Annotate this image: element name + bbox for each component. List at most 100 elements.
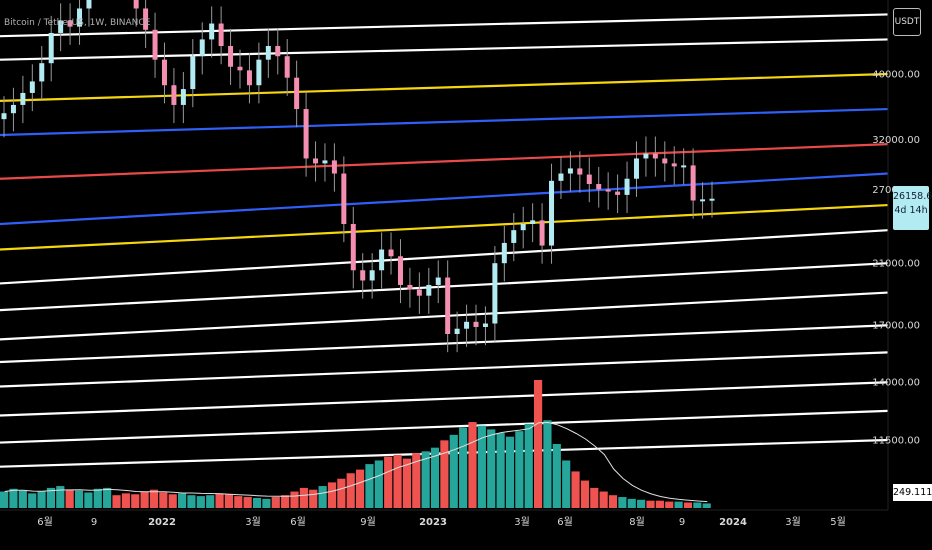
candle-body [416, 289, 422, 296]
time-axis[interactable]: 6월 9 2022 3월 6월 9월 2023 3월 6월 8월 9 2024 3월 5월 [37, 516, 846, 528]
candle-body [67, 20, 73, 27]
candle-body [86, 0, 92, 9]
volume-bar [477, 425, 486, 508]
price-axis[interactable]: 40000.0032000.0027000.0021000.0017000.00… [872, 70, 920, 447]
volume-bar [0, 491, 9, 508]
candle-body [1, 113, 7, 120]
candle-body [445, 277, 451, 335]
candle-body [331, 160, 337, 174]
candle-body [20, 92, 26, 105]
candle-body [690, 165, 696, 201]
candle-body [558, 173, 564, 181]
price-axis-label: 14000.00 [872, 378, 920, 389]
volume-bar [346, 473, 355, 508]
volume-bar [131, 494, 140, 508]
volume-bar [646, 500, 655, 508]
candle-body [218, 23, 224, 47]
price-axis-label: 11500.00 [872, 436, 920, 447]
volume-bar [412, 453, 421, 508]
volume-bar [112, 495, 121, 508]
volume-bar [683, 502, 693, 508]
candle-body [77, 8, 83, 27]
volume-bar [618, 497, 627, 508]
candle-body [577, 168, 583, 175]
candle-body [265, 46, 271, 60]
volume-bar [374, 460, 383, 508]
trend-line [0, 262, 889, 312]
candle-body [482, 323, 488, 327]
volume-bar [421, 451, 430, 508]
candle-body [709, 198, 715, 201]
candle-body [681, 165, 687, 168]
trend-line [0, 143, 889, 180]
volume-bar [459, 427, 468, 508]
volume-bar [56, 486, 65, 508]
candle-body [388, 249, 394, 257]
candle-body [228, 46, 234, 67]
volume-bar [149, 489, 159, 508]
volume-bars [0, 380, 711, 508]
candle-body [58, 20, 64, 33]
volume-bar [430, 447, 440, 508]
time-axis-label: 2022 [148, 517, 176, 528]
time-axis-label: 6월 [37, 516, 53, 528]
trend-line [0, 107, 889, 137]
currency-badge[interactable]: USDT [893, 8, 921, 36]
candle-body [596, 184, 602, 190]
time-axis-label: 9 [679, 517, 685, 528]
candle-body [397, 256, 403, 285]
candle-body [284, 56, 290, 78]
volume-bar [252, 497, 262, 508]
volume-bar [608, 495, 618, 508]
time-axis-label: 3월 [514, 516, 530, 528]
volume-bar [103, 487, 112, 508]
volume-bar [290, 491, 299, 508]
volume-bar [271, 497, 280, 508]
candle-body [143, 8, 149, 30]
volume-bar [65, 489, 74, 508]
volume-value-tag: 249.111K [893, 484, 932, 501]
volume-bar [384, 456, 393, 508]
trend-line [0, 229, 889, 285]
candle-body [190, 56, 196, 90]
volume-bar [84, 492, 93, 508]
candle-body [152, 29, 158, 60]
volume-bar [505, 436, 515, 508]
time-axis-label: 6월 [290, 516, 306, 528]
time-axis-label: 9월 [360, 516, 376, 528]
candle-body [39, 63, 45, 82]
candle-body [407, 284, 413, 290]
candle-body [350, 223, 356, 271]
time-axis-label: 3월 [245, 516, 261, 528]
volume-bar [37, 491, 46, 508]
trend-line [0, 409, 889, 444]
candle-body [652, 153, 658, 159]
candle-body [643, 153, 649, 159]
volume-bar [93, 488, 102, 508]
volume-bar [468, 422, 477, 508]
candle-body [275, 46, 281, 57]
volume-bar [590, 487, 599, 508]
volume-bar [281, 495, 290, 508]
volume-bar [74, 490, 84, 508]
volume-bar [9, 488, 18, 508]
candle-body [369, 270, 375, 281]
price-axis-label: 40000.00 [872, 70, 920, 81]
price-axis-label: 17000.00 [872, 321, 920, 332]
volume-bar [571, 471, 580, 508]
trend-line [0, 172, 889, 226]
volume-bar [496, 433, 505, 508]
volume-bar [702, 503, 711, 508]
volume-bar [534, 380, 543, 508]
volume-bar [393, 454, 402, 508]
candle-body [303, 109, 309, 159]
time-axis-label: 6월 [557, 516, 573, 528]
trend-line [0, 291, 889, 341]
candle-body [492, 263, 498, 324]
volume-bar [318, 486, 327, 508]
volume-bar [693, 502, 702, 508]
volume-bar [365, 464, 374, 508]
volume-bar [159, 492, 168, 508]
volume-bar [18, 490, 27, 508]
